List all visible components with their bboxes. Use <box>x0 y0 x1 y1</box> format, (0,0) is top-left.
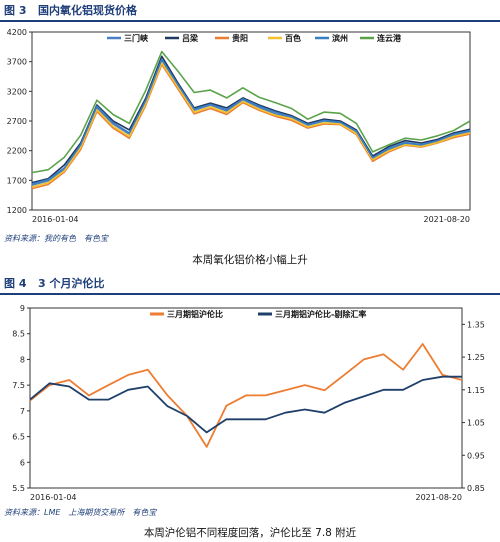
figure4-title: 3 个月沪伦比 <box>38 277 105 290</box>
series-line <box>31 50 471 174</box>
figure3-caption: 本周氧化铝价格小幅上升 <box>192 254 308 266</box>
y-tick-label: 9 <box>20 304 25 313</box>
y-tick-label: 4200 <box>7 28 27 37</box>
y-tick-label: 5.5 <box>12 484 25 493</box>
y-tick-label: 3200 <box>7 87 27 96</box>
legend-label: 三月期铝沪伦比-剔除汇率 <box>275 309 366 319</box>
series-line <box>31 55 471 184</box>
legend-label: 三门峡 <box>124 33 149 43</box>
y-tick-label: 3700 <box>7 58 27 67</box>
y-tick-label: 2200 <box>7 147 27 156</box>
series-line <box>31 58 471 185</box>
legend-label: 连云港 <box>377 33 402 43</box>
figure3-source: 资料来源：我的有色 有色宝 <box>4 234 108 243</box>
x-tick-label: 2021-08-20 <box>416 493 463 500</box>
legend-label: 三月期铝沪伦比 <box>167 309 223 319</box>
series-line <box>29 375 462 434</box>
y-tick-label: 8.5 <box>12 330 25 339</box>
y2-tick-label: 1.15 <box>467 386 485 395</box>
plot-frame <box>31 31 471 211</box>
series-line <box>31 62 471 188</box>
x-tick-label: 2016-01-04 <box>32 215 79 224</box>
x-tick-label: 2021-08-20 <box>424 215 471 224</box>
figure4-caption: 本周沪伦铝不同程度回落，沪伦比至 7.8 附近 <box>143 527 357 539</box>
figure4-header: 图 4 3 个月沪伦比 <box>0 273 500 295</box>
legend-label: 百色 <box>285 33 301 43</box>
figure3-header: 图 3 国内氧化铝现货价格 <box>0 0 500 22</box>
y-tick-label: 7 <box>20 407 25 416</box>
figure4-number: 图 4 <box>4 277 27 290</box>
x-tick-label: 2016-01-04 <box>30 493 77 500</box>
series-line <box>31 63 471 190</box>
y2-tick-label: 0.85 <box>467 484 485 493</box>
y2-tick-label: 1.25 <box>467 353 485 362</box>
figure3-header-rule <box>0 20 500 22</box>
legend-label: 吕梁 <box>182 33 199 43</box>
y-tick-label: 1200 <box>7 206 27 215</box>
y2-tick-label: 1.35 <box>467 320 485 329</box>
y-tick-label: 7.5 <box>12 381 25 390</box>
y-tick-label: 6 <box>20 458 25 467</box>
series-line <box>29 343 463 448</box>
y-tick-label: 8 <box>20 355 25 364</box>
y-tick-label: 1700 <box>7 176 27 185</box>
figure3-title: 国内氧化铝现货价格 <box>38 4 137 17</box>
series-line <box>31 59 471 186</box>
plot-frame <box>29 307 463 489</box>
y2-tick-label: 0.95 <box>467 451 485 460</box>
figure3-number: 图 3 <box>4 4 27 17</box>
figure4-header-rule <box>0 293 500 295</box>
chart-lme-shfe-ratio: 5.5 6 6.5 7 7.5 8 8.5 9 0.85 0.95 1.05 1.15 1.25 1.35… <box>12 304 485 500</box>
legend-label: 滨州 <box>332 33 348 43</box>
y-tick-label: 6.5 <box>12 433 25 442</box>
y-tick-label: 2700 <box>7 117 27 126</box>
y2-tick-label: 1.05 <box>467 419 485 428</box>
figure4-source: 资料来源：LME 上海期货交易所 有色宝 <box>4 508 157 517</box>
legend-label: 贵阳 <box>232 33 248 43</box>
chart-alumina-spot-price: 1200 1700 2200 2700 3200 3700 4200 2016-01-04 20… <box>7 28 471 224</box>
